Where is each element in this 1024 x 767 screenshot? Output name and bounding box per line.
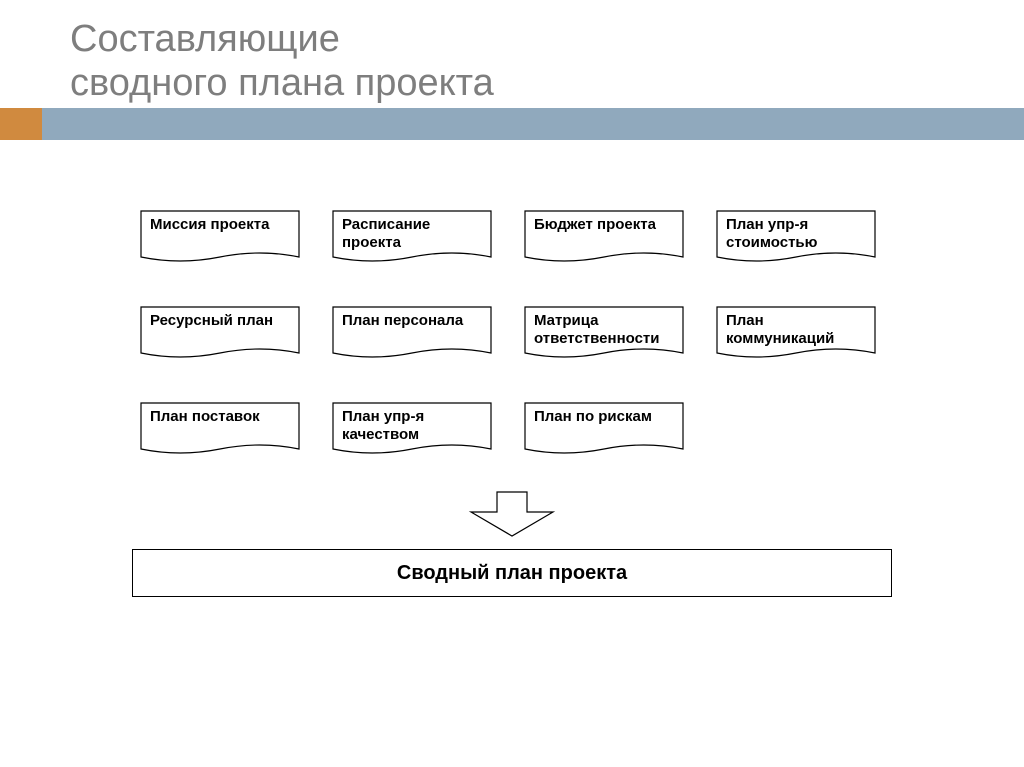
accent-stripe-blue xyxy=(42,108,1024,140)
diagram-area: Миссия проекта Расписание проекта Бюджет… xyxy=(0,210,1024,597)
doc-box: План упр-я качеством xyxy=(332,402,492,458)
doc-box: Ресурсный план xyxy=(140,306,300,362)
doc-box: Бюджет проекта xyxy=(524,210,684,266)
doc-label: План по рискам xyxy=(534,408,674,426)
doc-box: Расписание проекта xyxy=(332,210,492,266)
doc-label: Расписание проекта xyxy=(342,216,482,252)
doc-label: Матрица ответственности xyxy=(534,312,674,348)
title-line-2: сводного плана проекта xyxy=(70,62,1024,106)
slide-title: Составляющие сводного плана проекта xyxy=(0,0,1024,105)
doc-label: План персонала xyxy=(342,312,482,330)
down-arrow xyxy=(0,490,1024,543)
doc-label: План упр-я качеством xyxy=(342,408,482,444)
doc-label: План поставок xyxy=(150,408,290,426)
doc-box: План по рискам xyxy=(524,402,684,458)
doc-label: План упр-я стоимостью xyxy=(726,216,866,252)
doc-label: Ресурсный план xyxy=(150,312,290,330)
doc-box: Миссия проекта xyxy=(140,210,300,266)
result-box: Сводный план проекта xyxy=(132,549,892,597)
title-line-1: Составляющие xyxy=(70,18,1024,62)
accent-stripe-orange xyxy=(0,108,42,140)
doc-label: Бюджет проекта xyxy=(534,216,674,234)
doc-row-3: План поставок План упр-я качеством План … xyxy=(0,402,1024,458)
doc-label: Миссия проекта xyxy=(150,216,290,234)
doc-box: План персонала xyxy=(332,306,492,362)
doc-box: План поставок xyxy=(140,402,300,458)
result-label: Сводный план проекта xyxy=(397,562,627,585)
doc-row-2: Ресурсный план План персонала Матрица от… xyxy=(0,306,1024,362)
doc-box: План упр-я стоимостью xyxy=(716,210,876,266)
doc-box: План коммуникаций xyxy=(716,306,876,362)
doc-box: Матрица ответственности xyxy=(524,306,684,362)
doc-label: План коммуникаций xyxy=(726,312,866,348)
doc-row-1: Миссия проекта Расписание проекта Бюджет… xyxy=(0,210,1024,266)
